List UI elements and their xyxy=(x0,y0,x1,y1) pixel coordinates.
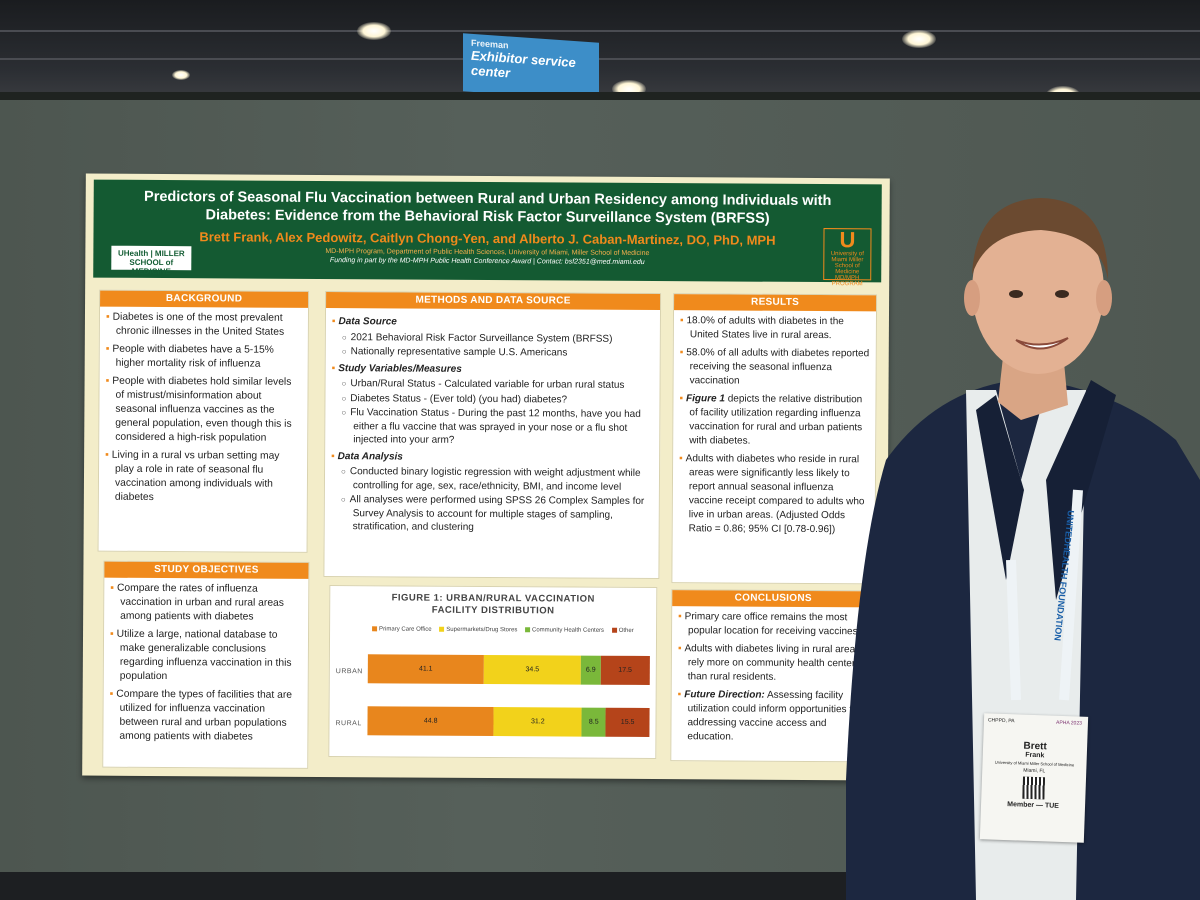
ear xyxy=(1096,280,1112,316)
legend-label: Supermarkets/Drug Stores xyxy=(446,626,518,634)
objectives-heading: STUDY OBJECTIVES xyxy=(104,561,309,579)
legend-label: Other xyxy=(618,627,634,634)
ceiling-truss xyxy=(0,30,1200,32)
future-label: Future Direction: xyxy=(684,689,765,701)
methods-section: METHODS AND DATA SOURCE Data Source 2021… xyxy=(323,291,662,580)
background-heading: BACKGROUND xyxy=(100,290,309,308)
result-item: Figure 1 depicts the relative distributi… xyxy=(679,392,869,449)
analysis-item: All analyses were performed using SPSS 2… xyxy=(331,493,653,535)
chart-legend: Primary Care Office Supermarkets/Drug St… xyxy=(366,626,634,634)
conclusion-item: Primary care office remains the most pop… xyxy=(678,610,868,639)
conclusion-item: Future Direction: Assessing facility uti… xyxy=(677,688,867,745)
background-item: Diabetes is one of the most prevalent ch… xyxy=(106,311,302,340)
analysis-heading: Data Analysis xyxy=(331,450,653,465)
variable-item: Urban/Rural Status - Calculated variable… xyxy=(332,377,654,392)
conclusion-item: Adults with diabetes living in rural are… xyxy=(678,642,868,685)
hair xyxy=(972,198,1108,280)
legend-swatch xyxy=(611,627,617,633)
background-item: People with diabetes have a 5-15% higher… xyxy=(106,343,302,372)
badge-conference: APHA 2023 xyxy=(1055,719,1083,727)
uhealth-logo: UHealth | MILLER SCHOOL of MEDICINE xyxy=(111,245,192,276)
legend-label: Community Health Centers xyxy=(531,627,605,634)
exhibitor-sign: Freeman Exhibitor service center xyxy=(463,33,599,101)
chart-title: FIGURE 1: URBAN/RURAL VACCINATION FACILI… xyxy=(391,592,595,617)
ceiling-light xyxy=(172,70,190,80)
result-item: 58.0% of all adults with diabetes report… xyxy=(680,346,870,389)
objectives-section: STUDY OBJECTIVES Compare the rates of in… xyxy=(102,560,310,769)
bar-segment-urban-1: 34.5 xyxy=(483,654,582,685)
jacket-lapel xyxy=(976,395,1024,580)
variables-heading: Study Variables/Measures xyxy=(332,362,654,377)
ceiling-light xyxy=(357,22,391,40)
objective-item: Utilize a large, national database to ma… xyxy=(110,628,302,685)
bar-segment-urban-3: 17.5 xyxy=(600,655,650,686)
background-section: BACKGROUND Diabetes is one of the most p… xyxy=(97,289,310,553)
face xyxy=(972,206,1104,374)
legend-swatch xyxy=(525,627,531,633)
figure-1-chart: FIGURE 1: URBAN/RURAL VACCINATION FACILI… xyxy=(328,585,658,760)
category-label-rural: RURAL xyxy=(335,720,362,728)
bar-segment-urban-0: 41.1 xyxy=(367,654,484,684)
poster-title: Predictors of Seasonal Flu Vaccination b… xyxy=(143,188,832,227)
conclusions-section: CONCLUSIONS Primary care office remains … xyxy=(670,589,876,763)
result-item: Adults with diabetes who reside in rural… xyxy=(679,452,870,537)
bar-segment-rural-3: 15.5 xyxy=(605,707,650,738)
objective-item: Compare the types of facilities that are… xyxy=(109,688,301,745)
data-source-item: Nationally representative sample U.S. Am… xyxy=(332,345,654,360)
smile xyxy=(1015,337,1069,350)
data-source-heading: Data Source xyxy=(332,315,654,330)
figure-reference: Figure 1 xyxy=(685,393,725,405)
background-item: People with diabetes hold similar levels… xyxy=(105,375,301,446)
lanyard-strap xyxy=(1006,559,1021,701)
badge-qr-code xyxy=(1022,776,1046,800)
badge-top: CHPPD, PA xyxy=(987,717,1015,725)
legend-swatch xyxy=(372,626,378,632)
bar-segment-urban-2: 6.9 xyxy=(580,655,601,685)
variable-item: Flu Vaccination Status - During the past… xyxy=(331,406,653,448)
ceiling-truss xyxy=(0,58,1200,60)
bar-segment-rural-0: 44.8 xyxy=(367,706,494,737)
lanyard-strap xyxy=(1059,489,1083,701)
bar-segment-rural-1: 31.2 xyxy=(493,707,582,737)
poster-authors: Brett Frank, Alex Pedowitz, Caitlyn Chon… xyxy=(199,229,776,248)
jacket-lapel xyxy=(1046,380,1116,600)
ceiling: Freeman Exhibitor service center xyxy=(0,0,1200,104)
name-badge: CHPPD, PA APHA 2023 Brett Frank Universi… xyxy=(979,713,1089,843)
eye xyxy=(1055,290,1069,298)
variable-item: Diabetes Status - (Ever told) (you had) … xyxy=(331,392,653,407)
badge-city: Miami, FL xyxy=(1023,767,1046,775)
background-item: Living in a rural vs urban setting may p… xyxy=(105,449,301,506)
data-source-item: 2021 Behavioral Risk Factor Surveillance… xyxy=(332,331,654,346)
analysis-item: Conducted binary logistic regression wit… xyxy=(331,465,653,494)
legend-label: Primary Care Office xyxy=(379,626,432,633)
poster: Predictors of Seasonal Flu Vaccination b… xyxy=(82,173,890,781)
ear xyxy=(964,280,980,316)
category-label-urban: URBAN xyxy=(335,668,363,676)
badge-role: Member — TUE xyxy=(1007,801,1060,810)
objective-item: Compare the rates of influenza vaccinati… xyxy=(110,582,302,625)
result-item: 18.0% of adults with diabetes in the Uni… xyxy=(680,314,870,343)
bar-segment-rural-2: 8.5 xyxy=(581,707,606,737)
ceiling-light xyxy=(902,30,936,48)
poster-header: Predictors of Seasonal Flu Vaccination b… xyxy=(93,179,882,287)
legend-swatch xyxy=(439,626,445,632)
eye xyxy=(1009,290,1023,298)
conclusions-heading: CONCLUSIONS xyxy=(672,590,875,608)
